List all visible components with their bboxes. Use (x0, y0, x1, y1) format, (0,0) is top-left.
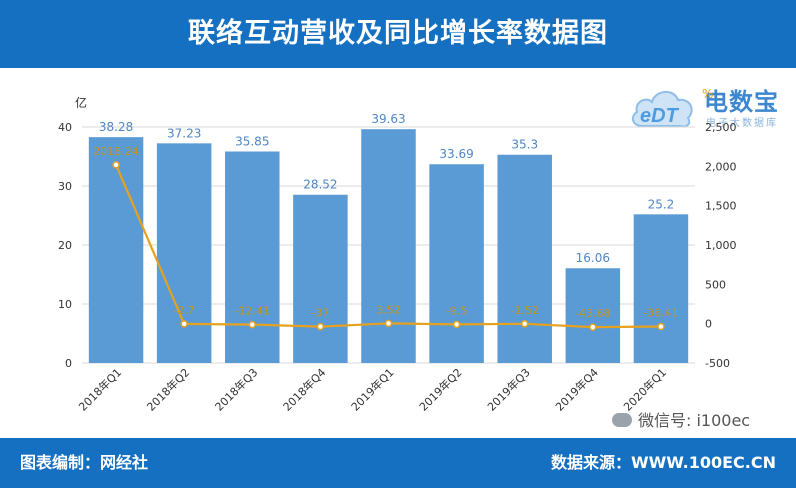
x-tick-label: 2020年Q1 (621, 365, 670, 414)
footer-credit: 图表编制：网经社 (20, 453, 149, 472)
bar (361, 129, 416, 363)
bar-value-label: 28.52 (303, 178, 337, 192)
line-point (589, 323, 597, 331)
bar-value-label: 33.69 (439, 147, 473, 161)
wechat-id: 微信号: i100ec (638, 411, 751, 430)
left-axis-ticks: 0 10 20 30 40 (58, 121, 72, 370)
line-point (452, 320, 461, 329)
bar (429, 164, 484, 363)
bar-value-label: 39.63 (371, 112, 405, 126)
x-tick-label: 2018年Q1 (76, 365, 125, 414)
bar-value-label: 37.23 (167, 126, 201, 140)
line-value-label: -2.7 (173, 304, 194, 317)
line-point (316, 322, 325, 331)
category-axis-ticks: 2018年Q1 2018年Q2 2018年Q3 2018年Q4 2019年Q1 2019年… (76, 365, 669, 414)
wechat-icon (612, 412, 632, 427)
x-tick-label: 2019年Q4 (552, 365, 601, 414)
wechat-watermark: 微信号: i100ec (612, 410, 750, 432)
line-point (180, 320, 188, 328)
y-tick-label: 0 (65, 357, 72, 370)
line-value-label: -9.5 (446, 304, 467, 317)
x-tick-label: 2018年Q4 (280, 365, 329, 414)
line-value-label: 2018.24 (93, 145, 139, 158)
line-value-label: 3.52 (376, 303, 401, 316)
line-value-label: -37 (311, 307, 329, 320)
bar (565, 268, 621, 363)
bar (633, 214, 689, 363)
bar-value-label: 16.06 (576, 251, 610, 265)
bar (225, 151, 280, 363)
cloud-logo-icon: eDT (631, 91, 693, 128)
right-axis-unit: % (702, 87, 713, 101)
bar (497, 154, 552, 363)
y2-tick-label: 2,000 (705, 160, 737, 173)
revenue-growth-chart: 38.28 37.2335.8528.5239.6333.6935.316.062… (58, 87, 737, 414)
footer-banner: 图表编制：网经社 数据来源：WWW.100EC.CN (0, 438, 796, 488)
line-value-label: -1.52 (510, 304, 538, 317)
line-point (384, 319, 393, 328)
logo-brand: 电数宝 (704, 88, 779, 116)
logo-subtitle: 电子大数据库 (706, 118, 778, 129)
y2-tick-label: 1,500 (705, 200, 737, 213)
left-axis-unit: 亿 (75, 95, 87, 110)
y2-tick-label: 500 (705, 278, 726, 291)
x-tick-label: 2018年Q2 (144, 365, 193, 414)
y2-tick-label: 2,500 (705, 121, 737, 134)
y-tick-label: 20 (58, 239, 72, 252)
x-tick-label: 2019年Q1 (348, 365, 397, 414)
line-series (112, 161, 665, 331)
bar (156, 143, 212, 363)
bar (88, 137, 144, 363)
line-value-label: -12.41 (235, 305, 270, 318)
y-tick-label: 30 (58, 180, 72, 193)
line-value-label: -36.41 (643, 307, 678, 320)
bar-data-labels: 38.28 37.23 35.85 28.52 39.63 33.69 35.3 16.06 2… (99, 112, 674, 265)
logo-mark: eDT (640, 105, 680, 127)
line-point (520, 320, 529, 328)
line-point (112, 161, 120, 169)
logo: eDT 电数宝 电子大数据库 (628, 74, 788, 136)
bar (293, 194, 348, 363)
page-title: 联络互动营收及同比增长率数据图 (188, 18, 608, 49)
line-data-labels: 2018.24 -2.7 -12.41 -37 3.52 -9.5 -1.52 -43.68 -… (93, 145, 678, 320)
y2-tick-label: -500 (705, 357, 730, 370)
bar-value-label: 25.2 (648, 197, 675, 211)
line-point (657, 322, 665, 331)
x-tick-label: 2019年Q3 (484, 365, 533, 414)
bar-value-label: 35.3 (511, 138, 538, 152)
header-banner: 联络互动营收及同比增长率数据图 (0, 0, 796, 68)
y-tick-label: 10 (58, 298, 72, 311)
x-tick-label: 2018年Q3 (212, 365, 261, 414)
y2-tick-label: 1,000 (705, 239, 737, 252)
right-axis-ticks: -500 0 500 1,000 1,500 2,000 2,500 (705, 121, 737, 370)
footer-source: 数据来源：WWW.100EC.CN (550, 453, 776, 472)
bar-value-label: 35.85 (235, 134, 269, 148)
bar-value-label: 38.28 (99, 120, 133, 134)
line-value-label: -43.68 (575, 307, 610, 320)
line-point (248, 320, 257, 329)
y2-tick-label: 0 (705, 318, 712, 331)
y-tick-label: 40 (58, 121, 72, 134)
x-tick-label: 2019年Q2 (416, 365, 465, 414)
